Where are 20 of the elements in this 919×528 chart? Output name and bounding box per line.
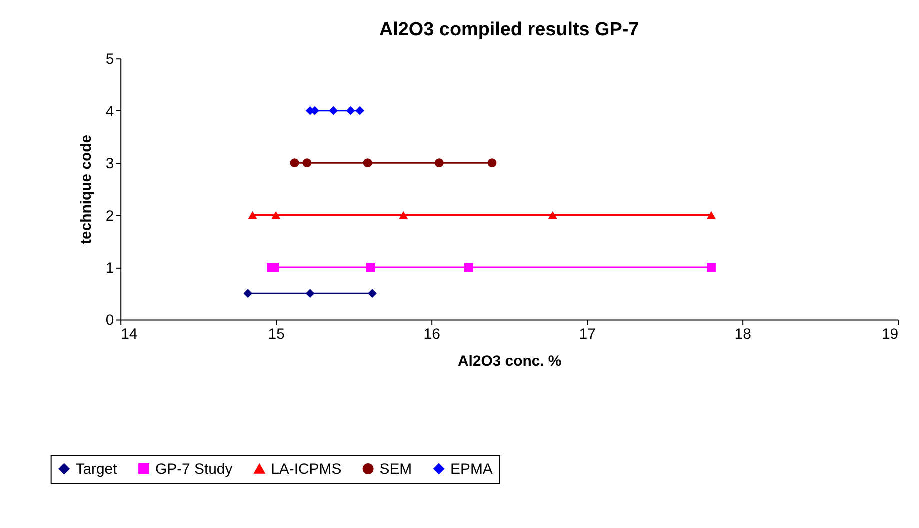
x-tick-label: 18 <box>734 326 752 344</box>
y-tick-label: 4 <box>106 103 114 120</box>
chart-title: Al2O3 compiled results GP-7 <box>379 20 640 41</box>
y-tick-label: 0 <box>106 312 114 330</box>
x-tick-label: 15 <box>268 326 285 344</box>
legend-label: GP-7 Study <box>155 461 234 478</box>
x-tick-label: 17 <box>579 326 596 344</box>
y-tick-label: 1 <box>106 260 114 278</box>
x-tick-label: 14 <box>121 326 138 344</box>
legend-label: Target <box>76 461 118 478</box>
legend-label: LA-ICPMS <box>271 461 342 478</box>
y-tick-label: 3 <box>106 156 114 173</box>
y-tick-label: 5 <box>106 51 114 68</box>
y-tick-label: 2 <box>106 208 114 225</box>
legend-label: SEM <box>380 461 412 478</box>
x-axis-title: Al2O3 conc. % <box>458 353 562 370</box>
x-tick-label: 16 <box>424 326 440 344</box>
y-axis-title: technique code <box>78 134 95 244</box>
legend-label: EPMA <box>450 461 493 478</box>
x-tick-label: 19 <box>882 326 899 344</box>
